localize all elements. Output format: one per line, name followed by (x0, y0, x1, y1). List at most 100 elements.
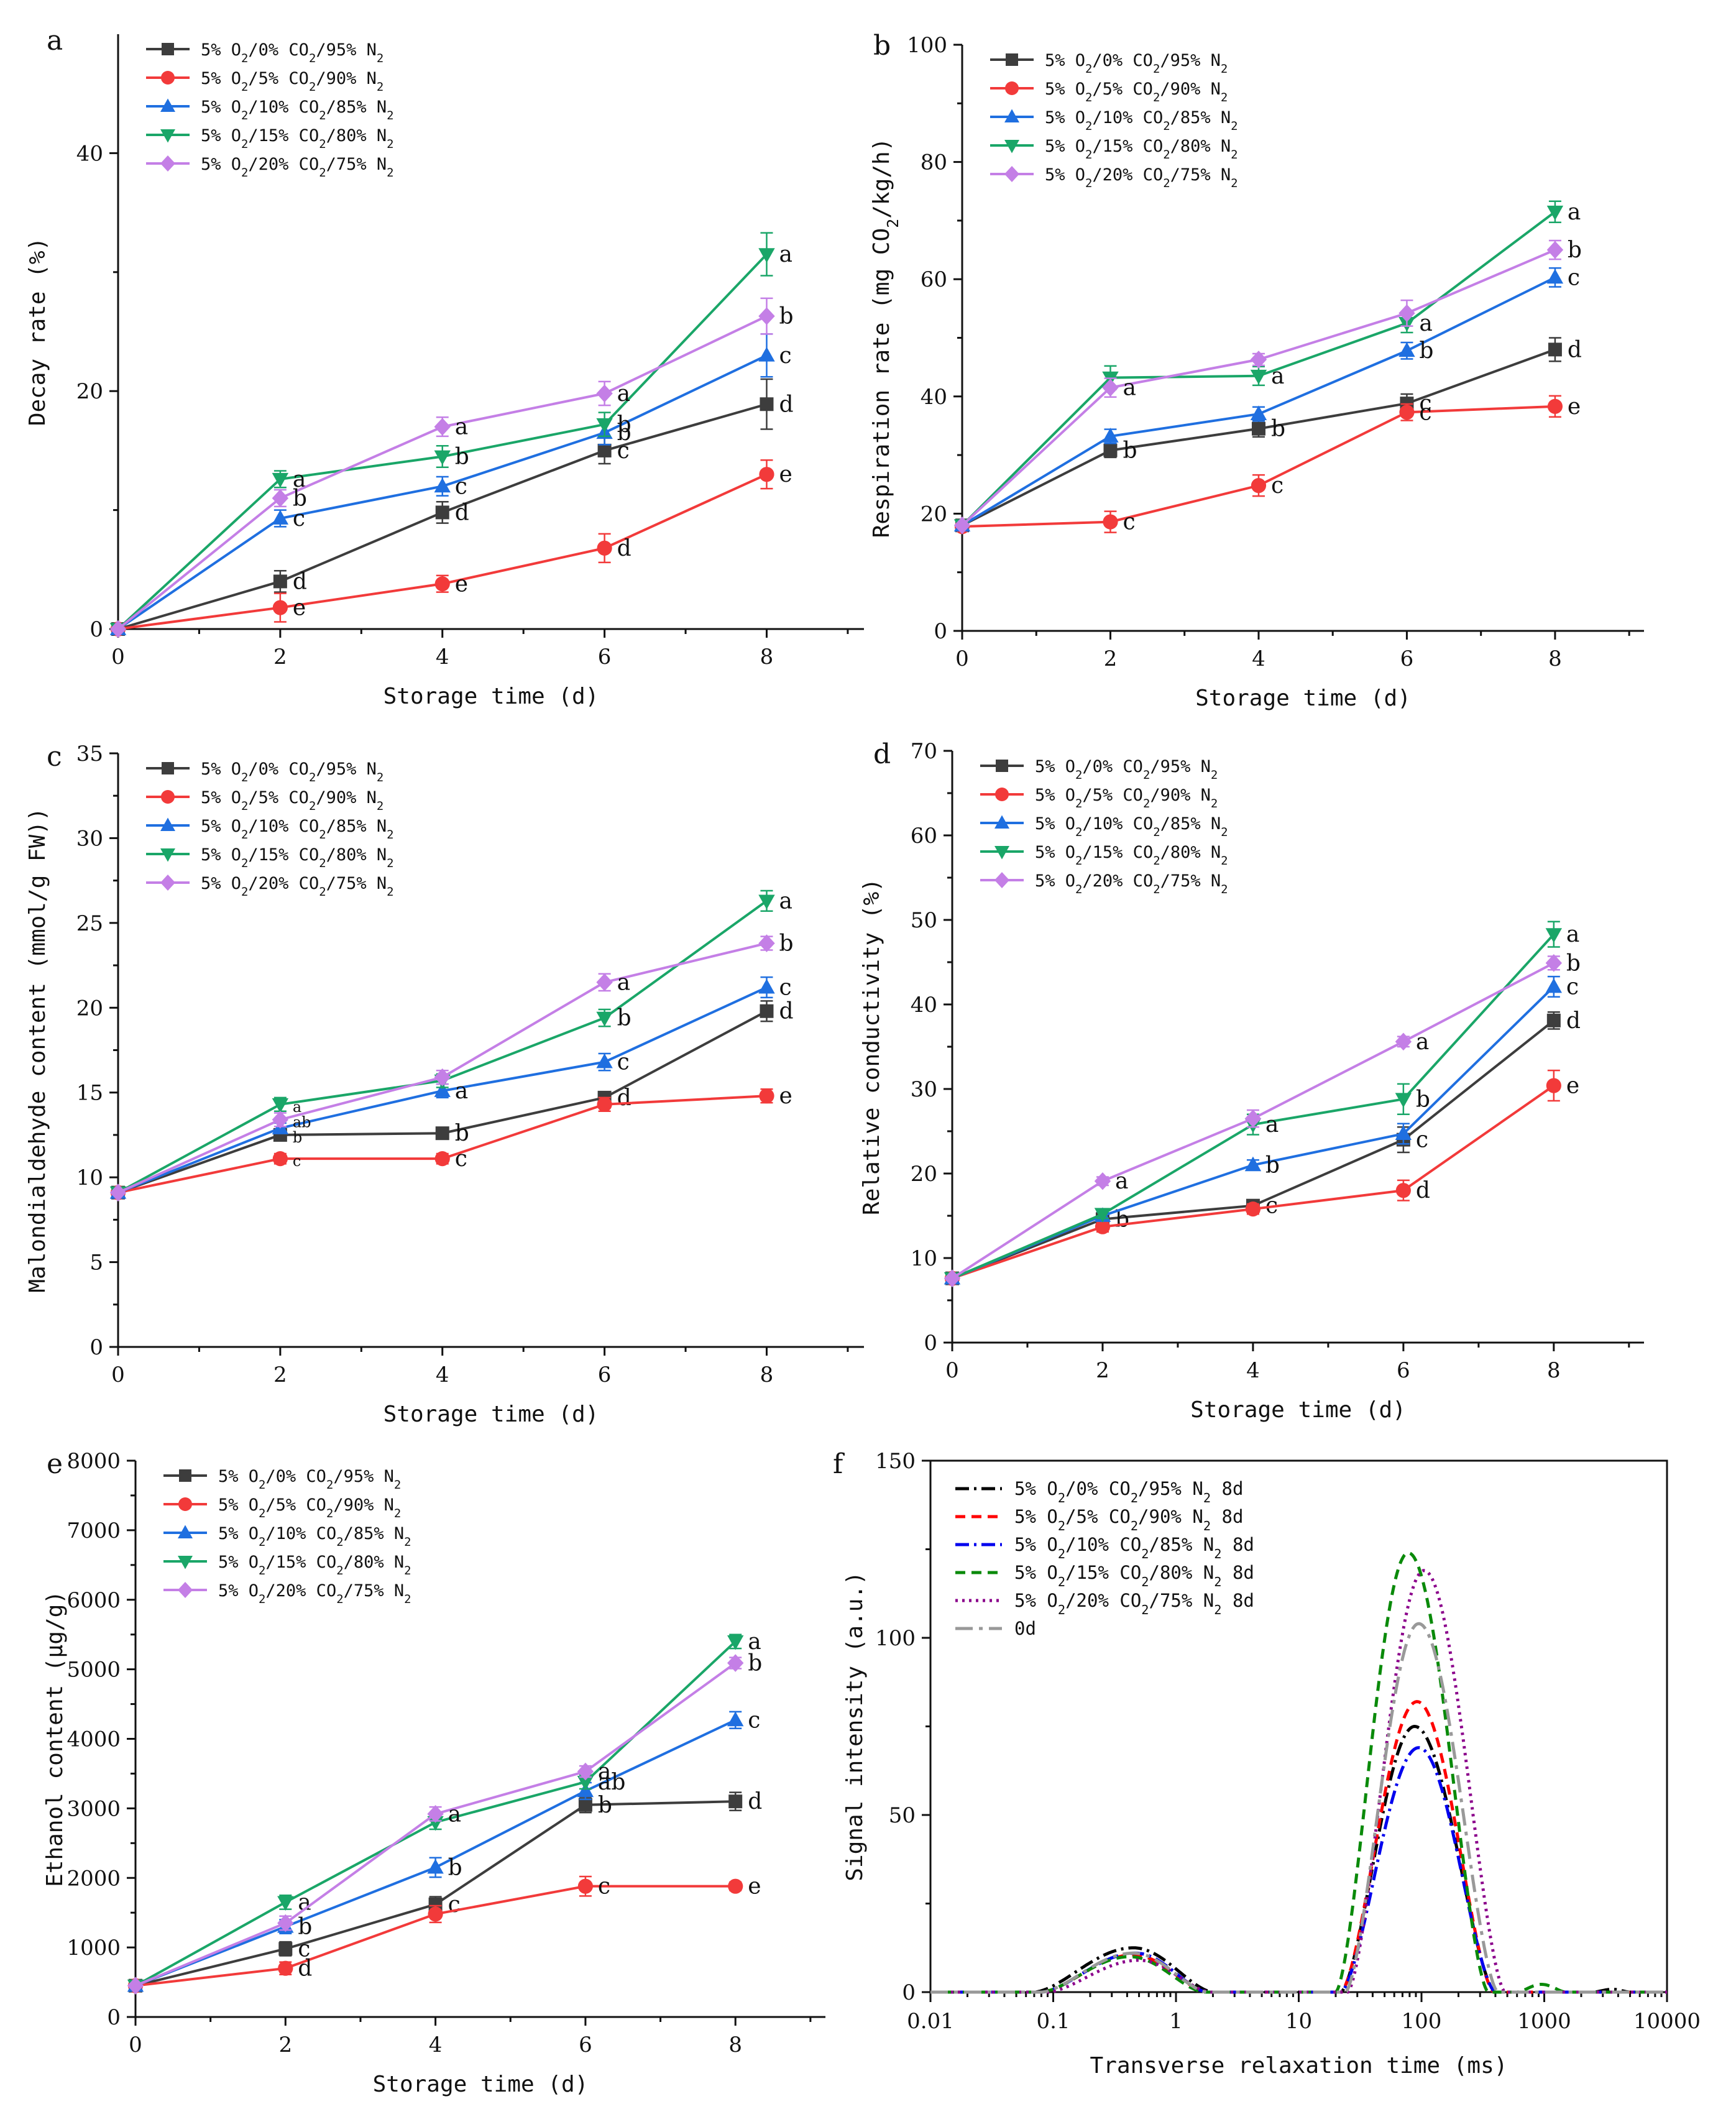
data-point (1395, 1093, 1412, 1108)
legend-marker (162, 43, 174, 55)
significance-letter: b (1566, 950, 1581, 976)
significance-letter: b (1416, 1086, 1430, 1112)
significance-letter: a (1271, 364, 1284, 389)
data-point (596, 1053, 613, 1068)
significance-letter: b (1123, 438, 1137, 464)
data-point (272, 1151, 288, 1167)
legend-entry: 5% O2/10% CO2/85% N2 (1035, 814, 1228, 839)
data-point (1546, 269, 1564, 284)
data-point (1548, 342, 1562, 357)
data-point (1546, 241, 1564, 259)
significance-letter: ab (293, 1113, 311, 1131)
y-tick-label: 30 (911, 1077, 937, 1102)
x-tick-label: 6 (579, 2033, 592, 2057)
data-point (1103, 514, 1118, 530)
y-tick-label: 50 (889, 1803, 916, 1828)
significance-letter: a (298, 1890, 311, 1915)
panel-c: c 0 2 4 6 8 0 5 10 15 20 25 30 35 Storage time (d) Malo… (25, 741, 864, 1427)
y-tick-label: 0 (107, 2005, 121, 2030)
data-point (1546, 1013, 1561, 1027)
series-line (117, 253, 768, 630)
data-point (596, 1011, 613, 1027)
x-tick-label: 2 (273, 1362, 287, 1387)
significance-letter: a (293, 1098, 301, 1116)
x-tick-label: 0 (111, 1362, 125, 1387)
y-tick-label: 4000 (67, 1727, 121, 1752)
x-tick-label: 2 (1096, 1358, 1109, 1383)
x-tick-label: 4 (436, 645, 449, 669)
data-point (1250, 351, 1267, 369)
x-tick-label: 6 (598, 645, 612, 669)
x-tick-label: 0.01 (907, 2009, 954, 2034)
x-tick-label: 0 (945, 1358, 959, 1383)
significance-letter: d (748, 1789, 762, 1814)
y-tick-label: 150 (875, 1449, 916, 1474)
panel-d: d 0 2 4 6 8 0 10 20 30 40 50 60 70 Storage time (d) Rel… (859, 738, 1644, 1423)
y-tick-label: 20 (76, 379, 103, 404)
significance-letter: b (293, 1129, 302, 1146)
x-axis-label: Storage time (d) (1190, 1397, 1406, 1423)
x-tick-label: 6 (1397, 1358, 1410, 1383)
x-tick-label: 8 (760, 1362, 774, 1387)
legend-entry: 5% O2/5% CO2/90% N2 (201, 788, 383, 813)
data-point (597, 1096, 612, 1112)
y-tick-label: 100 (875, 1626, 916, 1651)
significance-letter: b (617, 1006, 631, 1031)
significance-letter: a (455, 1078, 468, 1104)
data-point (1398, 304, 1415, 323)
legend-marker (162, 762, 174, 774)
legend-entry: 5% O2/10% CO2/85% N2 8d (1014, 1534, 1254, 1561)
x-tick-label: 8 (1547, 1358, 1561, 1383)
y-tick-label: 20 (76, 996, 103, 1021)
y-tick-label: 40 (921, 385, 947, 410)
significance-letter: a (779, 242, 792, 267)
x-tick-label: 6 (598, 1362, 612, 1387)
legend-entry: 5% O2/10% CO2/85% N2 (1045, 108, 1238, 133)
significance-letter: c (598, 1874, 610, 1900)
data-point (596, 384, 613, 403)
significance-letter: c (455, 474, 467, 499)
series-5: ab (953, 237, 1582, 535)
panel-label: d (873, 738, 891, 770)
x-tick-label: 2 (278, 2033, 292, 2057)
significance-letter: e (1566, 1073, 1579, 1099)
x-tick-label: 6 (1400, 646, 1414, 671)
y-tick-label: 10 (76, 1165, 103, 1190)
y-tick-label: 20 (911, 1162, 937, 1187)
data-point (1095, 1219, 1111, 1234)
significance-letter: a (1416, 1029, 1429, 1055)
data-point (435, 505, 449, 520)
panel-label: f (833, 1448, 845, 1480)
data-point (1546, 1078, 1561, 1093)
significance-letter: c (1419, 400, 1431, 425)
x-tick-label: 10 (1285, 2009, 1312, 2034)
x-axis-label: Storage time (d) (383, 684, 599, 709)
data-point (272, 1098, 289, 1113)
legend: 5% O2/0% CO2/95% N2 5% O2/5% CO2/90% N2 5%… (163, 1467, 411, 1606)
y-tick-label: 0 (90, 1335, 103, 1360)
significance-letter: a (1568, 200, 1581, 225)
significance-letter: c (455, 1146, 467, 1172)
data-point (577, 1775, 594, 1791)
legend-marker (160, 155, 175, 172)
y-tick-label: 60 (921, 267, 947, 292)
data-point (1094, 1172, 1111, 1190)
y-tick-label: 8000 (67, 1449, 121, 1474)
y-tick-label: 15 (76, 1081, 103, 1106)
data-point (1103, 443, 1118, 457)
data-point (758, 894, 775, 910)
y-axis-label: Respiration rate (mg CO2/kg/h) (869, 138, 902, 538)
legend-entry: 5% O2/0% CO2/95% N2 (218, 1467, 401, 1492)
significance-letter: c (293, 1152, 301, 1170)
y-tick-label: 40 (76, 141, 103, 166)
significance-letter: e (293, 595, 306, 621)
y-tick-label: 0 (90, 617, 103, 642)
legend-entry: 5% O2/20% CO2/75% N2 (201, 874, 394, 899)
y-tick-label: 80 (921, 150, 947, 175)
y-tick-label: 3000 (67, 1796, 121, 1821)
legend-marker (994, 872, 1009, 888)
significance-letter: e (455, 571, 468, 597)
legend-entry: 5% O2/0% CO2/95% N2 (1035, 757, 1218, 782)
